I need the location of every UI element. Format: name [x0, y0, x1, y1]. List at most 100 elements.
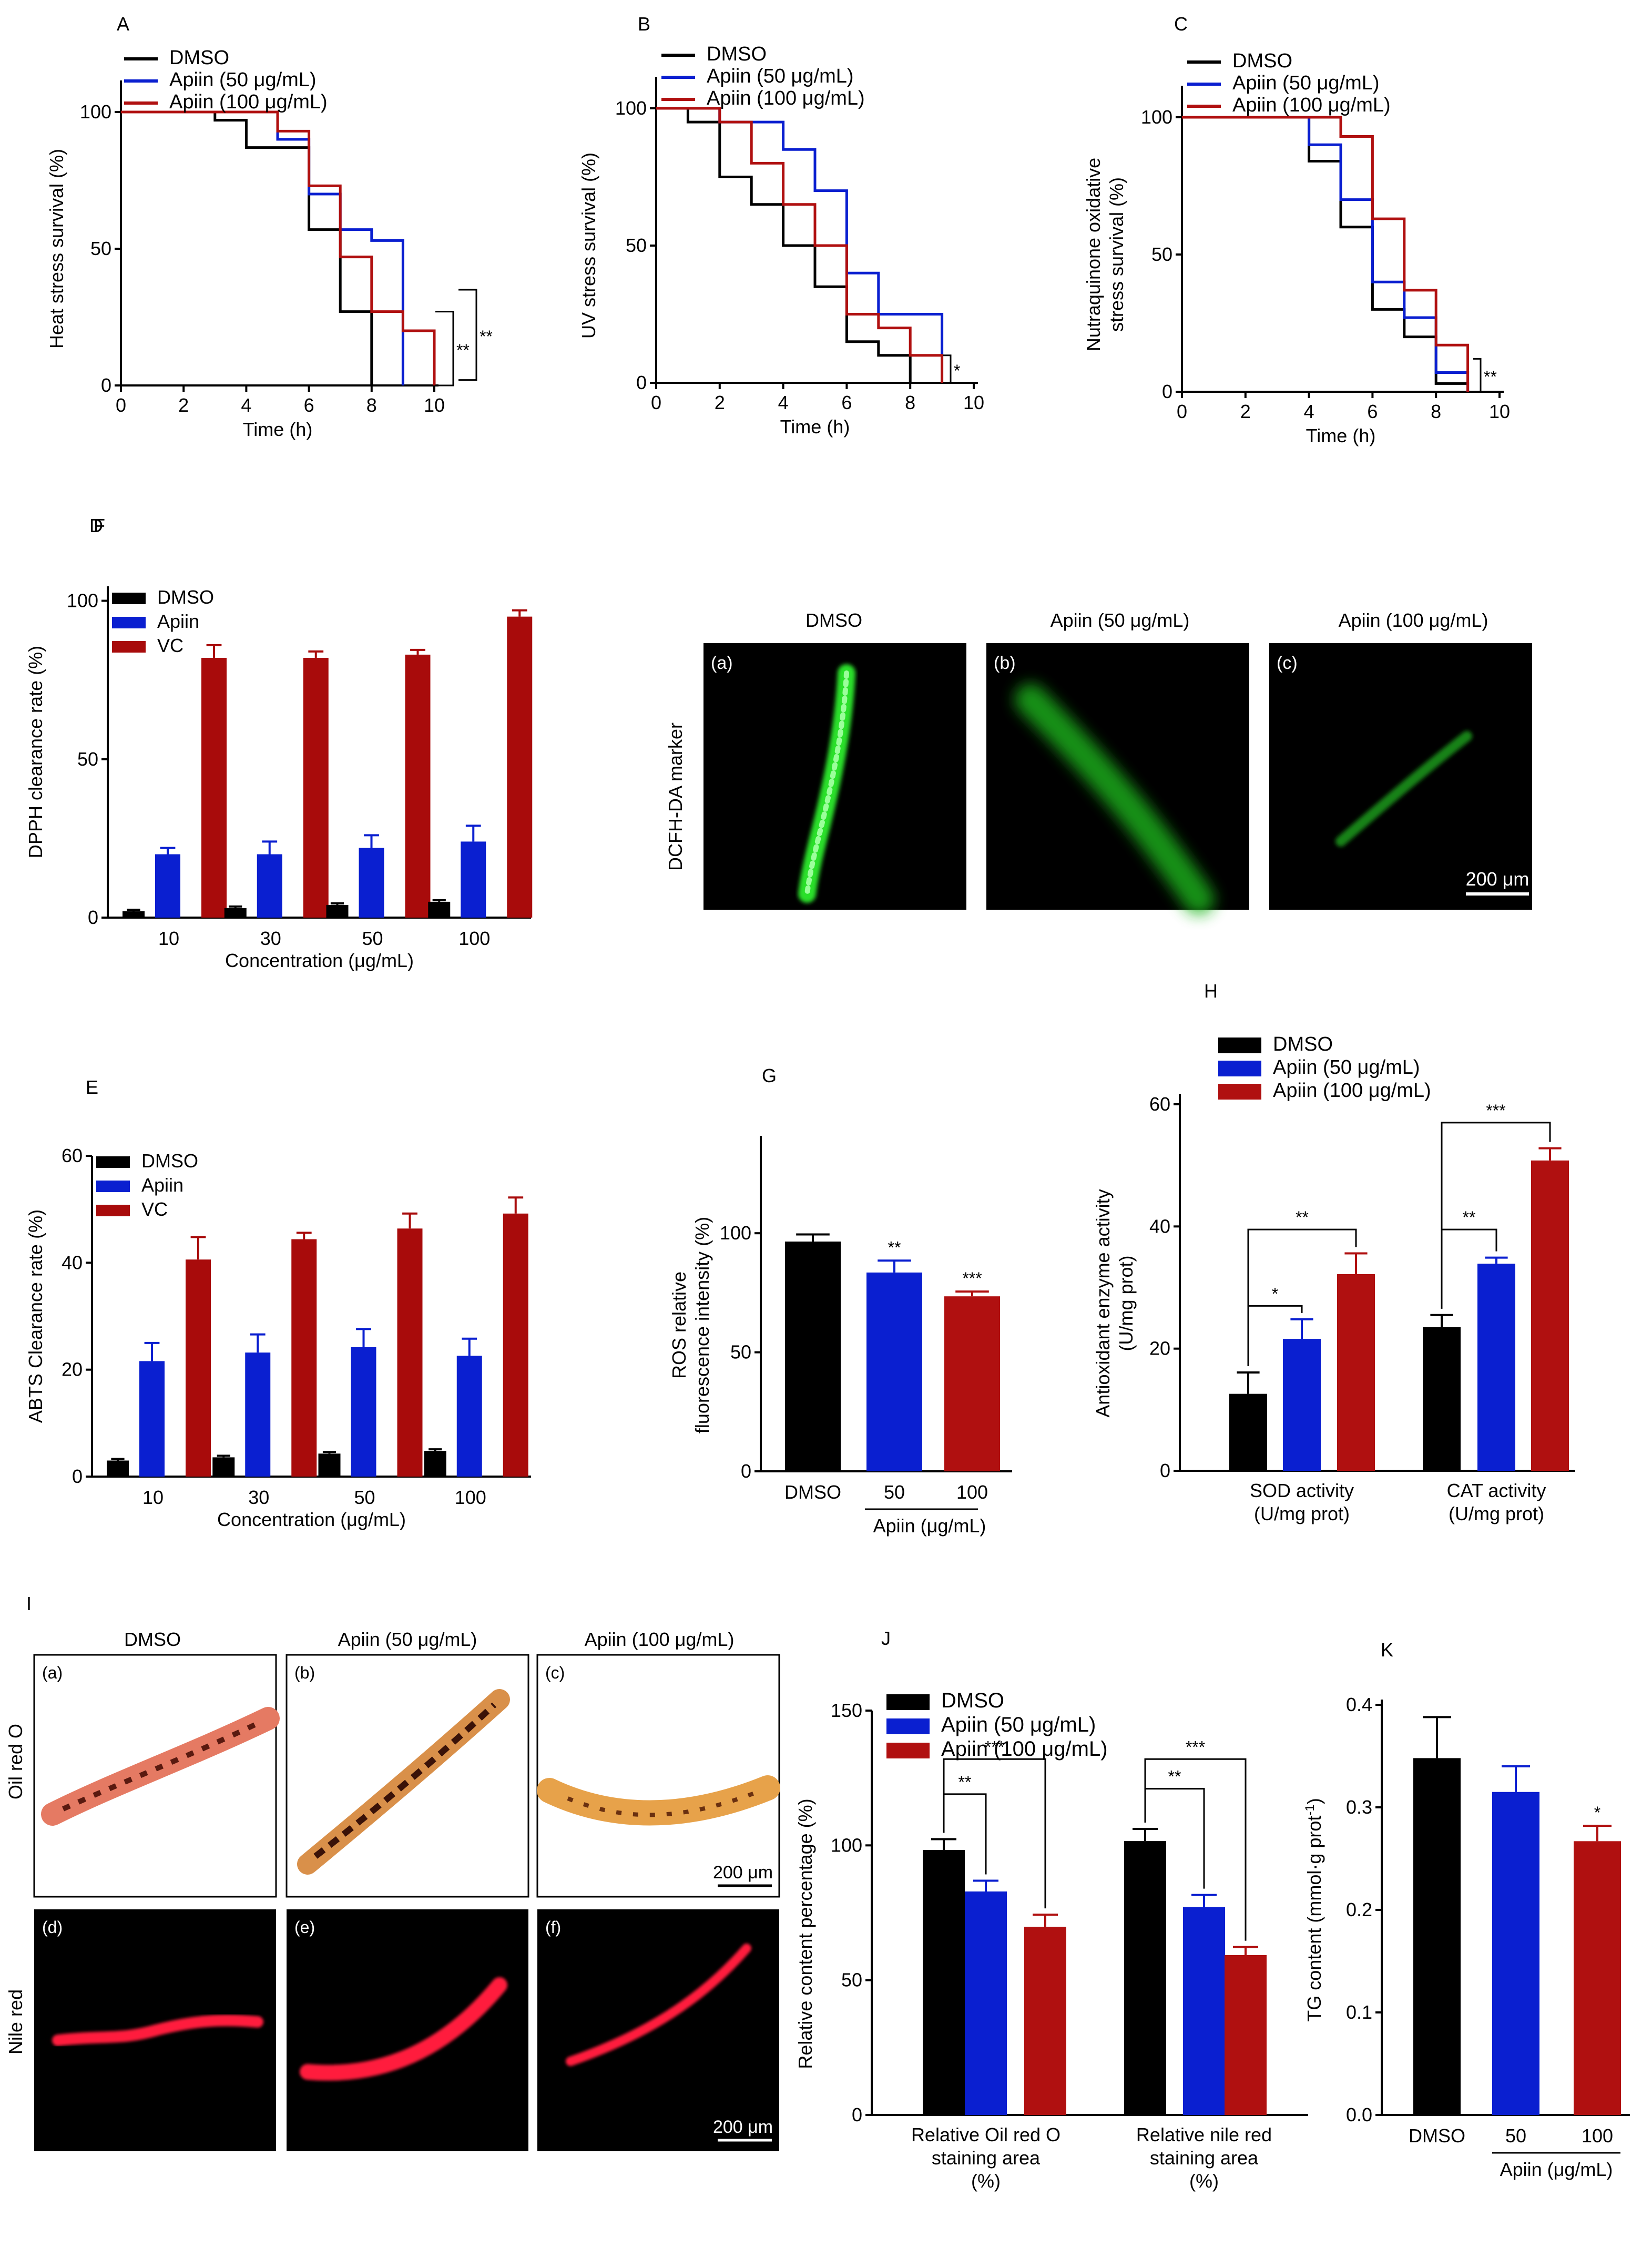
chart-E-bar [107, 1460, 129, 1477]
chart-K-y-tick-label: 0.3 [1346, 1796, 1372, 1818]
chart-K-bar [1413, 1758, 1461, 2115]
panel-f-row-label: DCFH-DA marker [665, 723, 686, 871]
micrograph-dcfh-apiin100 [1269, 643, 1532, 910]
chart-E-y-tick-label: 60 [62, 1145, 83, 1166]
micrograph-tag-d: (d) [42, 1918, 63, 1937]
chart-E-x-tick-label: 100 [455, 1487, 486, 1508]
chart-A-x-label: Time (h) [243, 419, 313, 440]
chart-G: G 0 50 100 ROS relative fluorescence intensit… [668, 1065, 1012, 1537]
chart-C-y-tick-label: 100 [1141, 106, 1172, 128]
worm-nile-apiin50 [300, 1977, 507, 2081]
chart-A-sig-bracket-outer-label: ** [480, 327, 493, 346]
chart-H-bar [1423, 1327, 1461, 1471]
chart-J-x-tick-label: Relative Oil red O [911, 2124, 1060, 2145]
chart-H-sig-bracket [1247, 1228, 1357, 1366]
chart-H-x-tick-label: SOD activity [1250, 1480, 1354, 1501]
chart-E-bar [503, 1213, 528, 1477]
chart-D-legend-swatch [112, 641, 146, 653]
chart-A-series-1 [121, 110, 404, 385]
chart-J-legend-label: Apiin (50 μg/mL) [941, 1713, 1096, 1736]
chart-J-legend-label: Apiin (100 μg/mL) [941, 1737, 1108, 1761]
chart-E-bar [397, 1228, 423, 1477]
chart-K-y-label-sup: -1 [1303, 1804, 1317, 1815]
chart-D-bar [155, 854, 180, 918]
chart-B-y-tick-label: 100 [615, 97, 647, 119]
chart-B-title: B [638, 13, 650, 35]
chart-H-y-tick-label: 60 [1149, 1093, 1170, 1115]
micrograph-oil-apiin100 [536, 1654, 780, 1898]
chart-B-y-label: UV stress survival (%) [578, 152, 599, 339]
chart-J-sig-bracket-label: ** [1168, 1767, 1181, 1786]
panel-f-title: F [94, 515, 105, 536]
chart-D-bar [405, 654, 431, 918]
chart-C-legend-label: Apiin (100 μg/mL) [1232, 94, 1391, 116]
chart-J-x-tick-label: staining area [1150, 2147, 1259, 2169]
chart-H-x-tick-label: (U/mg prot) [1254, 1503, 1350, 1524]
chart-A: A 0 50 100 0 2 4 6 8 10 Time (h) Heat stress surviv… [46, 13, 493, 440]
chart-B-series-2 [656, 107, 944, 383]
chart-K-bar [1492, 1792, 1539, 2115]
chart-H-y-tick-label: 20 [1149, 1338, 1170, 1359]
chart-A-x-tick-label: 6 [304, 394, 314, 416]
chart-C-sig-bracket [1473, 358, 1482, 393]
chart-B-legend-swatch [661, 54, 695, 57]
chart-A-y-label: Heat stress survival (%) [46, 149, 67, 349]
chart-E-bar [456, 1356, 482, 1477]
worm-green-apiin50 [1015, 684, 1215, 915]
chart-G-bar [785, 1242, 841, 1471]
panel-i-col-label-apiin100: Apiin (100 μg/mL) [585, 1629, 735, 1650]
chart-D-x-tick-label: 50 [362, 928, 383, 949]
chart-E-legend-swatch [96, 1181, 130, 1192]
chart-H-bar [1337, 1274, 1375, 1471]
chart-H-title: H [1204, 980, 1218, 1002]
chart-A-legend-swatch [124, 101, 158, 105]
chart-B-x-tick-label: 10 [963, 392, 984, 413]
chart-B-sig-bracket-label: * [954, 361, 960, 380]
chart-J-y-tick-label: 50 [841, 1969, 862, 1991]
chart-E-y-tick-label: 0 [72, 1466, 83, 1487]
chart-D-legend-label: VC [157, 635, 183, 656]
chart-B-x-tick-label: 2 [715, 392, 725, 413]
chart-H-legend-swatch [1218, 1084, 1261, 1100]
chart-A-x-tick-label: 4 [241, 394, 251, 416]
chart-K-bar [1574, 1841, 1621, 2115]
chart-E-bar [139, 1361, 165, 1477]
chart-A-x-tick-label: 0 [116, 394, 126, 416]
chart-J-bar [1183, 1907, 1225, 2115]
chart-D-x-tick-label: 10 [158, 928, 179, 949]
micrograph-tag-b-oil: (b) [294, 1663, 315, 1682]
chart-J-bar [1225, 1955, 1267, 2115]
chart-H-bar [1229, 1394, 1267, 1471]
chart-B-legend-swatch [661, 98, 695, 101]
chart-D-y-tick-label: 50 [77, 748, 98, 770]
chart-B-x-tick-label: 8 [905, 392, 915, 413]
chart-C-y-tick-label: 50 [1151, 243, 1172, 265]
chart-K-y-label-end: ) [1303, 1798, 1325, 1804]
micrograph-nile-apiin100 [537, 1909, 779, 2151]
chart-D: D 0 50 100 DPPH clearance rate (%) 10 30 50 100 C… [25, 515, 533, 971]
chart-C-legend-swatch [1187, 83, 1221, 86]
chart-J-x-tick-label: (%) [971, 2170, 1001, 2192]
chart-J-y-tick-label: 100 [831, 1834, 862, 1856]
chart-H-legend-label: DMSO [1273, 1033, 1333, 1055]
chart-A-y-tick-label: 0 [101, 374, 111, 396]
chart-J-x-tick-label: (%) [1189, 2170, 1219, 2192]
chart-C-x-label: Time (h) [1306, 425, 1376, 446]
chart-D-x-label: Concentration (μg/mL) [225, 950, 414, 971]
chart-C-x-tick-label: 4 [1304, 401, 1314, 422]
chart-D-bar [123, 911, 145, 918]
chart-K-x-tick-label: 100 [1582, 2125, 1613, 2147]
chart-B-series-1 [656, 107, 944, 355]
chart-K-x-tick-label: DMSO [1409, 2125, 1465, 2147]
chart-J-bar [965, 1891, 1007, 2115]
chart-A-legend-label: DMSO [169, 47, 229, 69]
chart-E-bar [291, 1239, 317, 1477]
chart-B-legend-label: DMSO [707, 43, 767, 65]
chart-H-legend-label: Apiin (50 μg/mL) [1273, 1056, 1420, 1079]
chart-B-x-tick-label: 0 [651, 392, 661, 413]
chart-H-y-tick-label: 0 [1160, 1460, 1170, 1481]
chart-H-sig-bracket-label: ** [1463, 1208, 1476, 1227]
chart-J-sig-bracket-label: *** [985, 1737, 1004, 1756]
chart-C-y-label: Nutraquinone oxidative [1083, 158, 1104, 351]
